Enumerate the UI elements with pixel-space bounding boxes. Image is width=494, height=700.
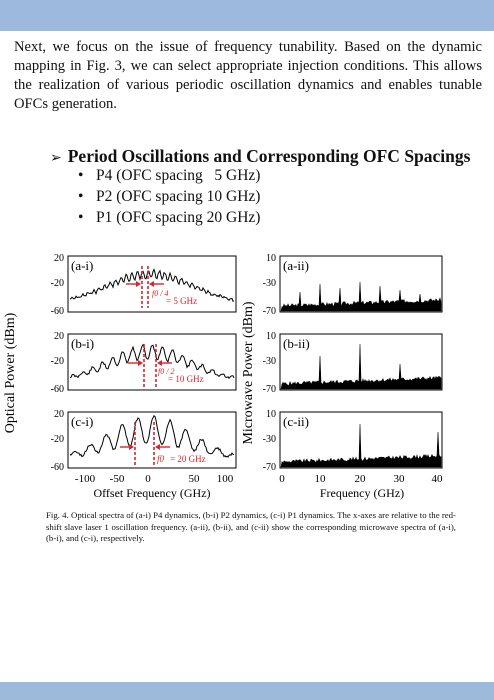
panel-c-i-arrowhead-left bbox=[129, 444, 134, 450]
right-y-label: Microwave Power (dBm) bbox=[241, 301, 256, 444]
panel-a-ii-spectrum bbox=[280, 281, 442, 312]
bullet-list: P4 (OFC spacing 5 GHz) P2 (OFC spacing 1… bbox=[78, 165, 260, 228]
panel-a-ii: (a-ii) 10 -30 -70 bbox=[263, 253, 443, 317]
panel-b-ii-spectrum bbox=[280, 343, 442, 390]
bottom-band bbox=[0, 682, 494, 700]
right-x-axis: 0 10 20 30 40 bbox=[279, 473, 443, 485]
panel-b-ii: (b-ii) 10 -30 -70 bbox=[263, 331, 443, 395]
panel-a-i-ytick-top: 20 bbox=[54, 253, 64, 264]
panel-c-i-spectrum bbox=[69, 415, 235, 458]
left-y-label: Optical Power (dBm) bbox=[3, 312, 18, 433]
panel-a-i-frame bbox=[67, 255, 237, 313]
panel-c-i: (c-i) f0 = 20 GHz 20 -20 -60 bbox=[51, 409, 237, 473]
panel-b-ii-ytick-top: 10 bbox=[266, 331, 276, 342]
panel-c-ii-spectrum bbox=[280, 423, 442, 468]
panel-a-i-annotation-value: = 5 GHz bbox=[166, 296, 197, 306]
panel-b-i-frame bbox=[67, 333, 237, 391]
panel-c-i-annotation-value: = 20 GHz bbox=[170, 454, 206, 464]
panel-c-i-arrowhead-right bbox=[155, 444, 160, 450]
section-heading: ➢ Period Oscillations and Corresponding O… bbox=[50, 146, 470, 167]
right-xtick-40: 40 bbox=[432, 473, 444, 485]
panel-a-i-ytick-mid: -20 bbox=[51, 278, 64, 289]
left-xtick-0: 0 bbox=[145, 473, 151, 485]
bullet-item-p2: P2 (OFC spacing 10 GHz) bbox=[78, 186, 260, 207]
panel-c-ii-ytick-mid: -30 bbox=[263, 434, 276, 445]
figure-caption: Fig. 4. Optical spectra of (a-i) P4 dyna… bbox=[46, 510, 456, 543]
panel-c-i-frame bbox=[67, 411, 237, 469]
panel-a-ii-frame bbox=[279, 255, 443, 313]
panel-b-i-ytick-bottom: -60 bbox=[51, 384, 64, 395]
arrow-bullet-icon: ➢ bbox=[50, 150, 62, 166]
panel-b-i: (b-i) f0 / 2 = 10 GHz 20 -20 -60 bbox=[51, 331, 237, 395]
left-xtick-50: 50 bbox=[189, 473, 201, 485]
panel-b-ii-ytick-mid: -30 bbox=[263, 356, 276, 367]
panel-a-i-arrowhead-right bbox=[149, 281, 154, 287]
panel-b-i-annotation-frac: f0 / 2 bbox=[158, 367, 174, 376]
panel-a-i-annotation bbox=[126, 266, 164, 308]
right-xtick-30: 30 bbox=[394, 473, 406, 485]
left-xtick-100: 100 bbox=[217, 473, 234, 485]
panel-c-i-ytick-mid: -20 bbox=[51, 434, 64, 445]
bullet-item-p1: P1 (OFC spacing 20 GHz) bbox=[78, 207, 260, 228]
panel-c-i-label: (c-i) bbox=[71, 414, 93, 429]
left-xtick-m50: -50 bbox=[110, 473, 125, 485]
panel-b-i-annotation-value: = 10 GHz bbox=[168, 374, 204, 384]
panel-b-i-ytick-mid: -20 bbox=[51, 356, 64, 367]
bullet-item-p4: P4 (OFC spacing 5 GHz) bbox=[78, 165, 260, 186]
panel-a-ii-label: (a-ii) bbox=[283, 258, 309, 273]
panel-c-i-annotation-frac: f0 bbox=[157, 454, 165, 464]
panel-a-i: (a-i) f0 / 4 = 5 GHz 20 -20 -60 bbox=[51, 253, 237, 317]
left-xtick-m100: -100 bbox=[75, 473, 96, 485]
panel-b-ii-ytick-bottom: -70 bbox=[263, 384, 276, 395]
panel-b-i-annotation bbox=[128, 344, 172, 387]
panel-a-i-label: (a-i) bbox=[71, 258, 93, 273]
panel-b-i-spectrum bbox=[69, 343, 235, 380]
panel-c-ii-frame bbox=[279, 411, 443, 469]
panel-c-i-ytick-top: 20 bbox=[54, 409, 64, 420]
panel-a-ii-ytick-top: 10 bbox=[266, 253, 276, 264]
panel-c-ii: (c-ii) 10 -30 -70 bbox=[263, 409, 443, 473]
panel-b-ii-label: (b-ii) bbox=[283, 336, 310, 351]
panel-a-ii-ytick-mid: -30 bbox=[263, 278, 276, 289]
left-x-label: Offset Frequency (GHz) bbox=[93, 486, 210, 500]
panel-a-i-spectrum bbox=[69, 268, 235, 302]
panel-c-ii-label: (c-ii) bbox=[283, 414, 309, 429]
right-xtick-10: 10 bbox=[315, 473, 327, 485]
panel-c-i-annotation bbox=[120, 422, 170, 465]
panel-b-i-label: (b-i) bbox=[71, 336, 94, 351]
figure-4: Optical Power (dBm) Microwave Power (dBm… bbox=[3, 253, 443, 500]
panel-c-i-ytick-bottom: -60 bbox=[51, 462, 64, 473]
panel-a-i-annotation-frac: f0 / 4 bbox=[152, 289, 168, 298]
intro-paragraph: Next, we focus on the issue of frequency… bbox=[14, 39, 482, 112]
section-heading-text: Period Oscillations and Corresponding OF… bbox=[67, 146, 471, 166]
right-xtick-0: 0 bbox=[279, 473, 285, 485]
panel-a-ii-ytick-bottom: -70 bbox=[263, 306, 276, 317]
panel-b-i-arrowhead-left bbox=[138, 360, 143, 366]
right-xtick-20: 20 bbox=[355, 473, 367, 485]
panel-b-i-arrowhead-right bbox=[157, 360, 162, 366]
panel-a-i-ytick-bottom: -60 bbox=[51, 306, 64, 317]
panel-c-ii-ytick-bottom: -70 bbox=[263, 462, 276, 473]
panel-a-i-arrowhead-left bbox=[136, 281, 141, 287]
panel-c-ii-ytick-top: 10 bbox=[266, 409, 276, 420]
top-band bbox=[0, 0, 494, 31]
right-x-label: Frequency (GHz) bbox=[320, 486, 404, 500]
left-x-axis: -100 -50 0 50 100 bbox=[75, 473, 234, 485]
panel-b-ii-frame bbox=[279, 333, 443, 391]
panel-b-i-ytick-top: 20 bbox=[54, 331, 64, 342]
